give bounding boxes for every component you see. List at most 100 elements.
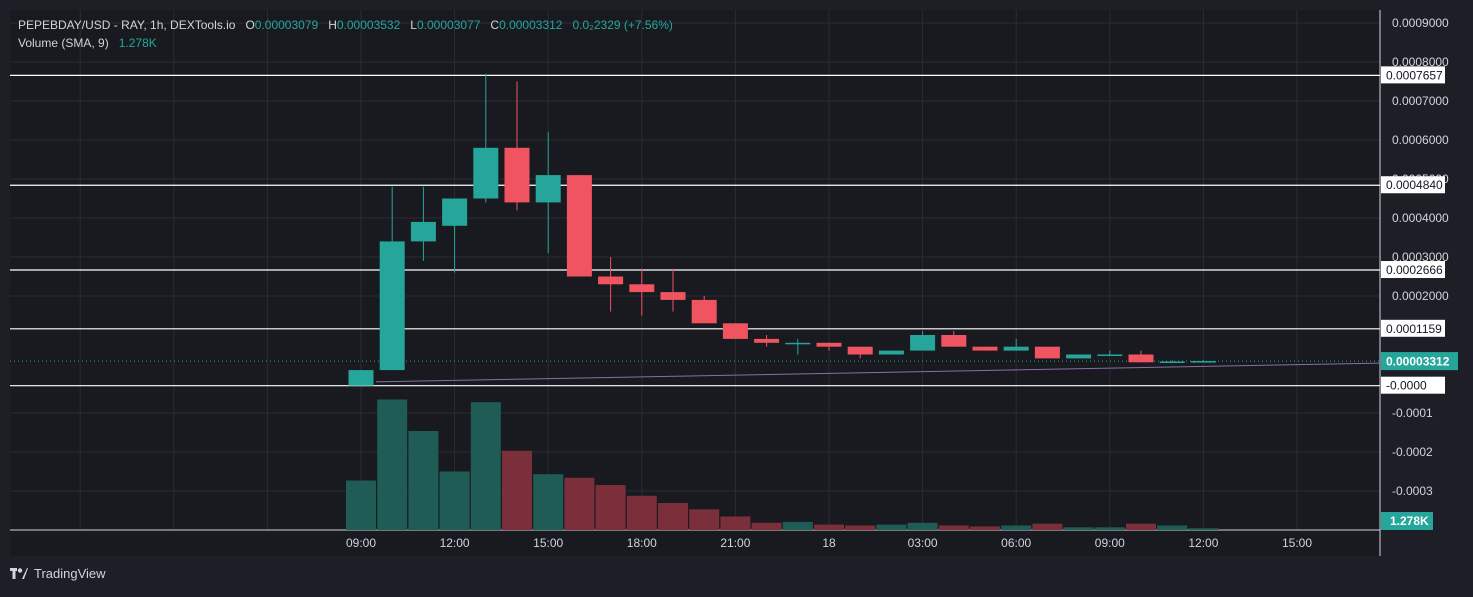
time-tick-label: 12:00 [440, 536, 470, 550]
volume-bar [720, 516, 751, 530]
time-tick-label: 18:00 [627, 536, 657, 550]
chart-legend: PEPEBDAY/USD - RAY, 1h, DEXTools.io O0.0… [18, 16, 673, 52]
candle-body [1128, 354, 1154, 363]
volume-bar [814, 524, 844, 530]
volume-bar [689, 509, 720, 530]
symbol-title[interactable]: PEPEBDAY/USD - RAY, 1h, DEXTools.io [18, 18, 236, 32]
candle-body [379, 241, 405, 371]
last-price-box [1381, 352, 1458, 371]
price-tick-label: 0.0008000 [1392, 55, 1449, 69]
volume-bar [377, 399, 408, 530]
price-tick-label: -0.0002 [1392, 445, 1433, 459]
volume-bar [1126, 523, 1156, 530]
candle-body [473, 147, 499, 199]
tradingview-brand[interactable]: TradingView [10, 566, 106, 581]
close-value: 0.00003312 [499, 18, 563, 32]
candle-body [566, 175, 592, 277]
candle-body [535, 175, 561, 203]
open-label: O [245, 18, 255, 32]
candle-body [1034, 346, 1060, 359]
volume-bar [1094, 527, 1125, 530]
time-tick-label: 15:00 [1282, 536, 1312, 550]
candle-body [442, 198, 468, 226]
volume-bar [439, 471, 470, 530]
open-value: 0.00003079 [254, 18, 319, 32]
volume-last-label: 1.278K [1390, 514, 1429, 528]
candle-body [691, 299, 717, 324]
price-tick-label: -0.0001 [1392, 406, 1433, 420]
low-label: L [410, 18, 417, 32]
time-tick-label: 18 [822, 536, 836, 550]
volume-bar [533, 474, 564, 530]
time-tick-label: 09:00 [1095, 536, 1125, 550]
candle-body [972, 346, 998, 351]
tradingview-label: TradingView [34, 566, 106, 581]
volume-bar [907, 522, 938, 530]
candle-body [722, 323, 748, 339]
price-tick-label: 0.0007000 [1392, 94, 1449, 108]
volume-bar [1032, 523, 1063, 530]
level-price-box [1381, 319, 1445, 337]
level-price-box [1381, 176, 1445, 194]
time-tick-label: 12:00 [1188, 536, 1218, 550]
volume-bar [470, 402, 501, 530]
volume-value: 1.278K [118, 36, 157, 50]
candle-body [410, 221, 436, 242]
candle-body [878, 350, 904, 355]
tradingview-logo-icon [10, 567, 28, 580]
candle-body [941, 335, 967, 347]
level-price-label: 0.0004840 [1386, 178, 1443, 192]
volume-label[interactable]: Volume (SMA, 9) [18, 36, 109, 50]
volume-bar [595, 485, 626, 530]
volume-bar [1188, 528, 1219, 530]
level-price-box [1381, 376, 1445, 394]
legend-volume-row: Volume (SMA, 9) 1.278K [18, 34, 673, 52]
high-value: 0.00003532 [336, 18, 401, 32]
volume-bar [626, 495, 657, 530]
candle-body [785, 342, 811, 345]
candle-body [1097, 354, 1123, 356]
candle-body [348, 370, 374, 386]
candle-body [1159, 361, 1185, 364]
candle-body [816, 342, 842, 347]
volume-last-box [1381, 512, 1433, 530]
price-tick-label: 0.0009000 [1392, 16, 1449, 30]
volume-bar [1063, 527, 1094, 530]
time-tick-label: 21:00 [720, 536, 750, 550]
price-tick-label: 0.0006000 [1392, 133, 1449, 147]
candle-body [1190, 361, 1216, 363]
level-price-label: 0.0002666 [1386, 263, 1443, 277]
volume-bar [502, 450, 532, 530]
candle-body [1066, 354, 1092, 359]
trend-line [375, 362, 1381, 383]
level-price-box [1381, 261, 1445, 279]
volume-bar [564, 477, 595, 530]
high-label: H [328, 18, 337, 32]
level-price-label: 0.0001159 [1386, 322, 1442, 336]
volume-bar [751, 522, 782, 530]
volume-bar [658, 503, 688, 530]
time-tick-label: 06:00 [1001, 536, 1031, 550]
price-tick-label: 0.0004000 [1392, 211, 1449, 225]
level-price-label: -0.0000 [1386, 379, 1427, 393]
volume-bar [408, 431, 439, 530]
volume-bar [876, 524, 907, 530]
last-price-label: 0.00003312 [1386, 355, 1450, 369]
candle-body [910, 335, 936, 351]
legend-price-row: PEPEBDAY/USD - RAY, 1h, DEXTools.io O0.0… [18, 16, 673, 34]
level-price-box [1381, 66, 1445, 84]
plot-area [10, 10, 1380, 556]
volume-bar [346, 480, 376, 530]
candle-body [1003, 346, 1029, 351]
change-value: 0.0₂2329 (+7.56%) [572, 18, 673, 32]
volume-bar [970, 526, 1000, 530]
volume-bar [938, 525, 969, 530]
candle-body [598, 276, 624, 285]
candle-body [754, 338, 780, 343]
low-value: 0.00003077 [416, 18, 481, 32]
candle-body [660, 292, 686, 300]
candle-body [847, 346, 873, 355]
volume-bar [1157, 525, 1188, 530]
